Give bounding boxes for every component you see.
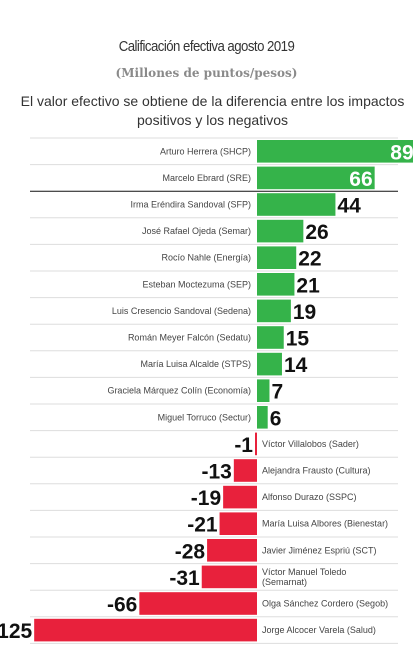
category-label: Jorge Alcocer Varela (Salud): [262, 625, 376, 635]
category-label-line: Alfonso Durazo (SSPC): [262, 492, 357, 502]
category-label: Alfonso Durazo (SSPC): [262, 492, 357, 502]
category-label: María Luisa Alcalde (STPS): [140, 359, 251, 369]
data-label: -1: [234, 434, 253, 457]
category-label-line: Olga Sánchez Cordero (Segob): [262, 599, 388, 609]
data-label: 66: [349, 168, 372, 191]
category-label: Irma Eréndira Sandoval (SFP): [130, 200, 251, 210]
category-label: Esteban Moctezuma (SEP): [142, 279, 251, 289]
data-label: 89: [390, 141, 413, 164]
bar: [257, 299, 291, 323]
bar: [257, 246, 297, 269]
category-label-line: Esteban Moctezuma (SEP): [142, 279, 251, 289]
bar: [257, 193, 336, 216]
category-label-line: Víctor Manuel Toledo: [262, 567, 346, 577]
category-label-line: María Luisa Alcalde (STPS): [140, 359, 251, 369]
category-label-line: Marcelo Ebrard (SRE): [162, 173, 251, 183]
data-label: -19: [191, 487, 221, 510]
category-label: Javier Jiménez Espriú (SCT): [262, 545, 377, 555]
category-label: Luis Cresencio Sandoval (Sedena): [112, 306, 251, 316]
data-label: 44: [337, 195, 361, 218]
bar: [257, 219, 304, 243]
category-label: Marcelo Ebrard (SRE): [162, 173, 251, 183]
data-label: -31: [169, 567, 200, 590]
data-label: 22: [298, 248, 321, 271]
category-label: María Luisa Albores (Bienestar): [262, 519, 388, 529]
category-label-line: Miguel Torruco (Sectur): [158, 412, 251, 422]
bar: [257, 406, 268, 429]
category-label: Román Meyer Falcón (Sedatu): [128, 333, 251, 343]
category-label: Miguel Torruco (Sectur): [158, 412, 251, 422]
category-label-line: Rocío Nahle (Energía): [161, 253, 251, 263]
category-label-line: Jorge Alcocer Varela (Salud): [262, 625, 376, 635]
category-label-line: Javier Jiménez Espriú (SCT): [262, 545, 377, 555]
category-label: Rocío Nahle (Energía): [161, 253, 251, 263]
bar: [257, 379, 270, 402]
data-label: 6: [270, 407, 282, 430]
bar: [257, 326, 284, 349]
bar: [257, 273, 295, 296]
category-label-line: Alejandra Frausto (Cultura): [262, 466, 371, 476]
category-label: Graciela Márquez Colín (Economía): [107, 386, 251, 396]
data-label: 21: [296, 274, 320, 297]
bar: [139, 592, 257, 615]
data-label: 15: [286, 328, 310, 351]
category-label-line: Graciela Márquez Colín (Economía): [107, 386, 251, 396]
category-label-line: (Semarnat): [262, 577, 307, 587]
category-label-line: Luis Cresencio Sandoval (Sedena): [112, 306, 251, 316]
data-label: 14: [284, 354, 308, 377]
data-label: 26: [305, 221, 328, 244]
bar: [255, 432, 257, 456]
data-label: 19: [293, 301, 316, 324]
category-label-line: José Rafael Ojeda (Semar): [142, 226, 251, 236]
data-label: -28: [175, 540, 206, 563]
category-label-line: María Luisa Albores (Bienestar): [262, 519, 388, 529]
bar: [223, 485, 257, 509]
data-label: -21: [187, 514, 218, 537]
data-label: -66: [107, 594, 137, 617]
chart-description: El valor efectivo se obtiene de la difer…: [20, 93, 405, 128]
category-label-line: Arturo Herrera (SHCP): [160, 146, 251, 156]
bar: [257, 352, 282, 376]
category-label-line: Román Meyer Falcón (Sedatu): [128, 333, 251, 343]
data-label: -13: [201, 461, 231, 484]
bar: [34, 618, 257, 642]
bar: [207, 539, 257, 562]
bar: [219, 512, 257, 535]
category-label: Alejandra Frausto (Cultura): [262, 466, 371, 476]
category-label: Olga Sánchez Cordero (Segob): [262, 599, 388, 609]
chart-subtitle: (Millones de puntos/pesos): [115, 66, 298, 80]
bar: [201, 565, 257, 589]
category-label: José Rafael Ojeda (Semar): [142, 226, 251, 236]
category-label: Víctor Manuel Toledo (Semarnat): [262, 567, 346, 587]
category-label-line: Víctor Villalobos (Sader): [262, 439, 359, 449]
data-label: -125: [0, 620, 32, 643]
bar: [257, 140, 413, 163]
bar: [257, 166, 375, 190]
bar: [233, 459, 257, 482]
chart-title: Calificación efectiva agosto 2019: [118, 38, 295, 55]
category-label: Víctor Villalobos (Sader): [262, 439, 359, 449]
category-label-line: Irma Eréndira Sandoval (SFP): [130, 200, 251, 210]
category-label: Arturo Herrera (SHCP): [160, 146, 251, 156]
data-label: 7: [271, 381, 283, 404]
